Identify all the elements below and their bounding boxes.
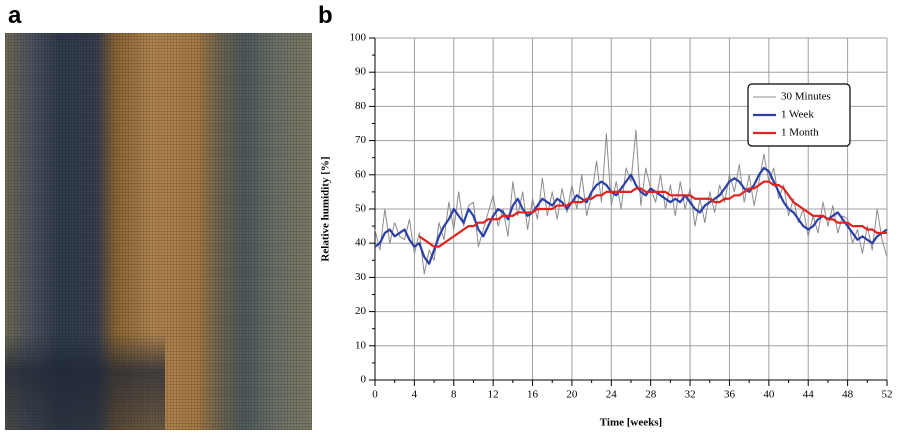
legend-label: 1 Month [781,127,819,139]
y-tick-label: 20 [355,305,367,317]
x-tick-label: 52 [882,389,893,401]
y-tick-label: 40 [355,237,367,249]
series-line [374,129,888,275]
panel-label: a [8,2,22,29]
series-line [418,180,887,248]
y-tick-label: 90 [355,66,367,78]
x-tick-label: 28 [645,389,657,401]
x-tick-label: 0 [372,389,378,401]
legend-box [747,83,851,147]
y-tick-label: 50 [355,203,367,215]
y-tick-label: 30 [355,271,367,283]
legend-label: 30 Minutes [781,91,831,103]
y-tick-label: 70 [355,134,367,146]
x-tick-label: 32 [685,389,696,401]
x-tick-label: 44 [803,389,815,401]
legend-label: 1 Week [781,109,814,121]
series-line [374,166,888,265]
x-tick-label: 48 [842,389,854,401]
y-tick-label: 0 [361,374,367,386]
y-tick-label: 10 [355,339,367,351]
x-tick-label: 4 [412,389,418,401]
panel-label: b [318,2,333,29]
canvas-photo [5,33,312,430]
x-tick-label: 12 [488,389,499,401]
x-tick-label: 40 [763,389,775,401]
x-tick-label: 36 [724,389,736,401]
y-tick-label: 60 [355,168,367,180]
x-tick-label: 8 [451,389,457,401]
y-tick-label: 100 [350,32,367,44]
x-axis-label: Time [weeks] [600,417,662,429]
x-tick-label: 20 [566,389,578,401]
x-tick-label: 24 [606,389,618,401]
x-tick-label: 16 [527,389,539,401]
y-axis-label: Relative humidity [%] [320,156,332,261]
y-tick-label: 80 [355,100,367,112]
